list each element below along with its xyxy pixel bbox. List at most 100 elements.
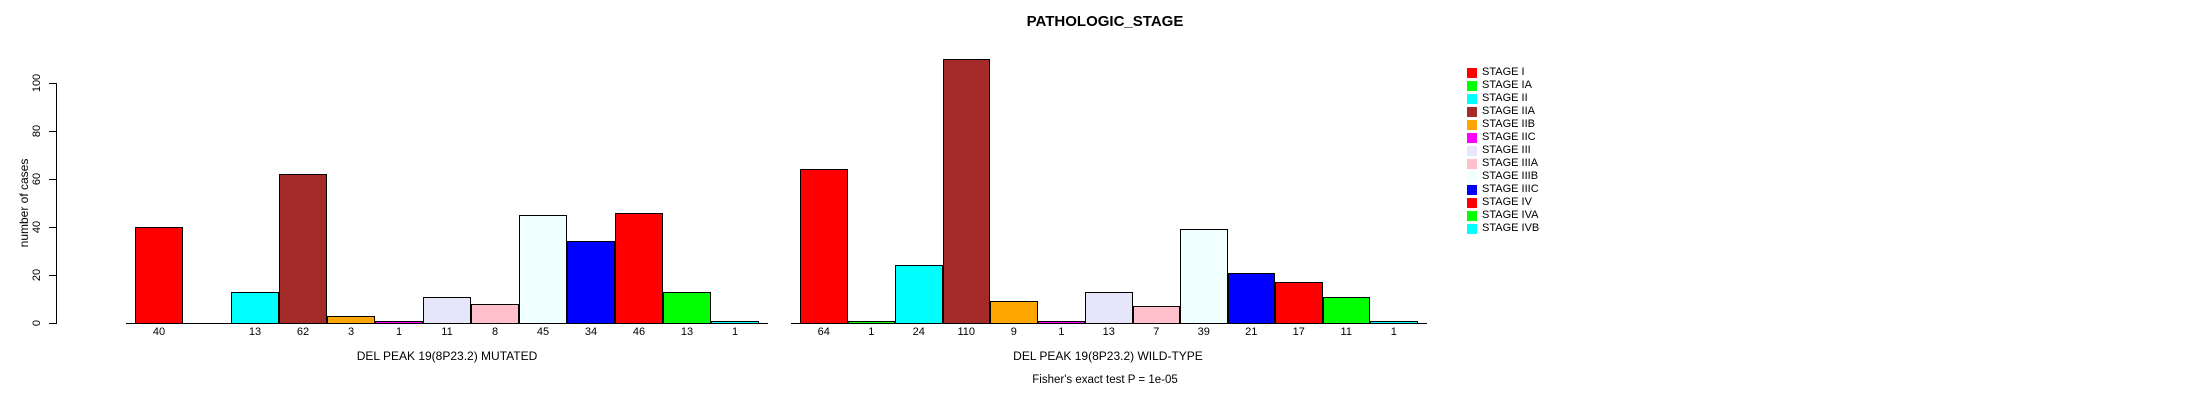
x-axis-title-wild-type: DEL PEAK 19(8P23.2) WILD-TYPE — [1013, 349, 1203, 363]
bar-value-label: 40 — [152, 326, 166, 338]
bar-value-label: 7 — [1153, 326, 1160, 338]
bar-value-label: 45 — [536, 326, 550, 338]
y-tick-label: 100 — [31, 73, 43, 93]
bar-value-label: 13 — [248, 326, 262, 338]
legend-entry: STAGE IIB — [1467, 118, 1539, 131]
legend-label: STAGE IA — [1482, 79, 1532, 91]
legend-label: STAGE II — [1482, 92, 1528, 104]
y-tick-mark — [49, 323, 56, 324]
bar-value-label: 39 — [1197, 326, 1210, 338]
y-tick-label: 20 — [31, 268, 43, 282]
bar-value-label: 110 — [957, 326, 976, 338]
y-tick-mark — [49, 179, 56, 180]
bar-value-label: 11 — [441, 326, 453, 338]
bar-value-label: 17 — [1292, 326, 1305, 338]
legend-swatch-icon — [1467, 67, 1477, 78]
legend-entry: STAGE IIA — [1467, 105, 1539, 118]
legend-entry: STAGE III — [1467, 144, 1539, 157]
y-tick-mark — [49, 275, 56, 276]
x-axis-title-mutated: DEL PEAK 19(8P23.2) MUTATED — [356, 349, 538, 363]
legend-swatch-icon — [1467, 158, 1477, 169]
legend-swatch-icon — [1467, 223, 1477, 234]
bar-value-label: 1 — [1390, 326, 1397, 338]
bar-stage-iiia — [471, 304, 519, 324]
bar-stage-iia — [942, 59, 990, 324]
legend-entry: STAGE IVA — [1467, 209, 1539, 222]
bar-stage-ivb — [1370, 321, 1418, 324]
bar-stage-iva — [663, 292, 711, 324]
bar-value-label: 1 — [731, 326, 739, 338]
legend-swatch-icon — [1467, 145, 1477, 156]
bar-value-label: 1 — [1058, 326, 1065, 338]
bar-value-label: 3 — [347, 326, 355, 338]
bar-value-label: 24 — [912, 326, 925, 338]
bar-stage-iii — [1085, 292, 1133, 324]
legend-label: STAGE IVB — [1482, 222, 1540, 234]
legend-label: STAGE IIIC — [1482, 183, 1539, 195]
bar-value-label: 21 — [1245, 326, 1258, 338]
bar-stage-iiib — [1180, 229, 1228, 324]
bar-value-label: 9 — [1010, 326, 1017, 338]
y-tick-label: 80 — [31, 124, 43, 138]
legend-entry: STAGE IVB — [1467, 222, 1539, 235]
bar-stage-iic — [1037, 321, 1085, 324]
bar-value-label: 8 — [491, 326, 499, 338]
y-tick-label: 60 — [31, 172, 43, 186]
bar-value-label: 13 — [1102, 326, 1115, 338]
legend-label: STAGE IIIB — [1482, 170, 1539, 182]
legend-swatch-icon — [1467, 210, 1477, 221]
bar-stage-iii — [423, 297, 471, 324]
y-tick-label: 40 — [31, 220, 43, 234]
legend-entry: STAGE IIIC — [1467, 183, 1539, 196]
legend-label: STAGE IIA — [1482, 105, 1535, 117]
bar-stage-iic — [375, 321, 423, 324]
legend-swatch-icon — [1467, 197, 1477, 208]
legend-swatch-icon — [1467, 106, 1477, 117]
bar-value-label: 13 — [680, 326, 694, 338]
y-axis-label: number of cases — [17, 158, 31, 248]
y-axis-line — [56, 83, 57, 324]
legend-entry: STAGE IIC — [1467, 131, 1539, 144]
legend: STAGE I STAGE IA STAGE II STAGE IIA STAGE II… — [1467, 66, 1539, 235]
legend-label: STAGE IIIA — [1482, 157, 1539, 169]
bar-value-label: 46 — [632, 326, 646, 338]
bar-value-label: 1 — [395, 326, 403, 338]
bar-stage-i — [135, 227, 183, 324]
legend-label: STAGE IVA — [1482, 209, 1539, 221]
legend-label: STAGE IV — [1482, 196, 1532, 208]
legend-swatch-icon — [1467, 132, 1477, 143]
bar-stage-iiic — [567, 241, 615, 324]
bar-value-label: 11 — [1340, 326, 1352, 338]
bar-stage-iib — [327, 316, 375, 324]
bar-stage-ii — [231, 292, 279, 324]
bar-stage-i — [800, 169, 848, 324]
chart-title: PATHOLOGIC_STAGE — [1026, 13, 1184, 30]
bar-stage-iia — [279, 174, 327, 324]
legend-entry: STAGE IA — [1467, 79, 1539, 92]
bar-value-label: 1 — [868, 326, 875, 338]
y-tick-mark — [49, 131, 56, 132]
legend-swatch-icon — [1467, 93, 1477, 104]
legend-entry: STAGE IIIA — [1467, 157, 1539, 170]
bar-stage-iib — [990, 301, 1038, 324]
y-tick-mark — [49, 83, 56, 84]
bar-stage-ivb — [711, 321, 759, 324]
legend-swatch-icon — [1467, 171, 1477, 182]
legend-swatch-icon — [1467, 80, 1477, 91]
bar-stage-iiia — [1132, 306, 1180, 324]
footer-stat: Fisher's exact test P = 1e-05 — [1032, 374, 1178, 386]
bar-stage-iv — [615, 213, 663, 324]
bar-value-label: 62 — [296, 326, 310, 338]
y-tick-mark — [49, 227, 56, 228]
bar-stage-iiib — [519, 215, 567, 324]
bar-stage-iiic — [1227, 273, 1275, 324]
legend-entry: STAGE IIIB — [1467, 170, 1539, 183]
bar-stage-iv — [1275, 282, 1323, 324]
legend-label: STAGE IIB — [1482, 118, 1535, 130]
legend-label: STAGE I — [1482, 66, 1525, 78]
bar-stage-iva — [1322, 297, 1370, 324]
y-tick-label: 0 — [31, 319, 43, 327]
bar-value-label: 64 — [817, 326, 830, 338]
legend-entry: STAGE II — [1467, 92, 1539, 105]
